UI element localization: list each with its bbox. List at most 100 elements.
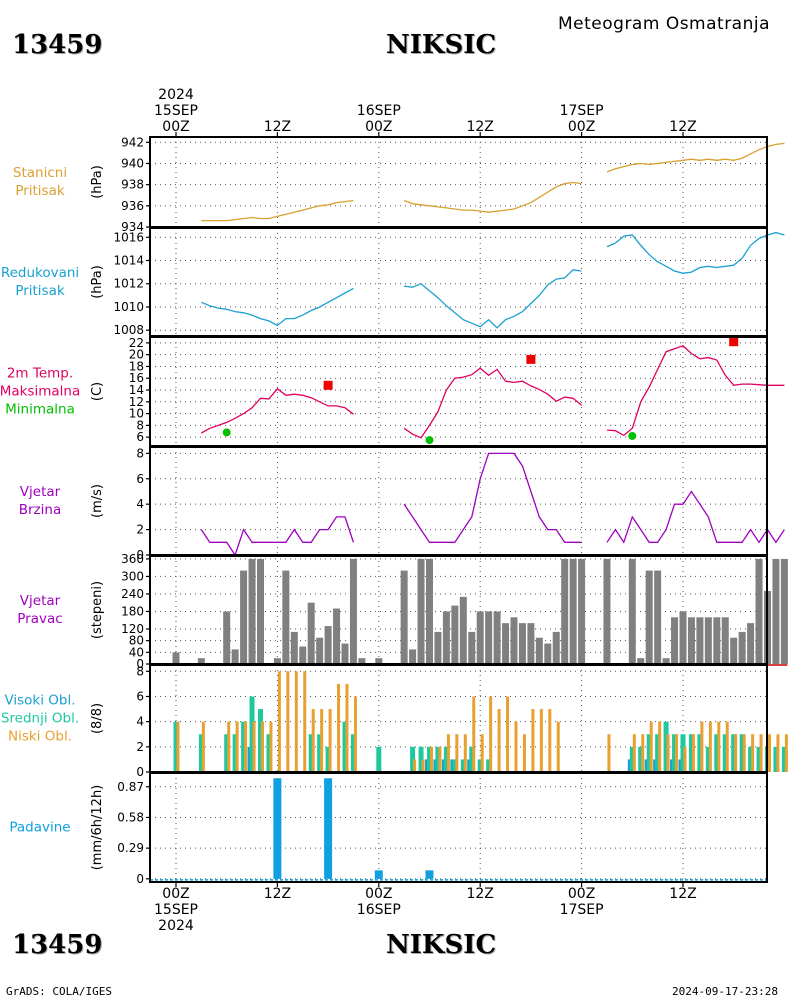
mid-cloud-bar [680,734,686,772]
x-tick-label-top: 12Z [466,119,493,135]
low-cloud-bar [294,671,298,772]
mid-cloud-bar [731,734,737,772]
y-tick-label: 14 [129,383,144,397]
mid-cloud-bar [469,746,475,772]
low-cloud-bar [489,696,493,772]
direction-bar [417,558,425,664]
credit-text: GrADS: COLA/IGES [6,985,112,998]
max-temp-marker [526,354,536,364]
y-tick-label: 936 [121,199,144,213]
low-cloud-bar [632,734,636,772]
y-tick-label: 0.87 [117,780,144,794]
y-tick-label: 1010 [113,300,144,314]
low-cloud-bar [303,671,307,772]
low-cloud-bar [227,721,231,772]
low-cloud-bar [244,721,248,772]
y-tick-label: 12 [129,395,144,409]
direction-bar [451,605,459,664]
direction-bar [349,558,357,664]
low-cloud-bar [328,709,332,772]
mid-cloud-bar [629,746,635,772]
direction-bar [713,617,721,664]
mid-cloud-bar [663,721,669,772]
max-temp-marker [729,337,739,347]
x-tick-label-top: 17SEP [560,103,604,119]
low-cloud-bar [666,734,670,772]
direction-bar [341,643,349,664]
direction-bar [468,631,476,664]
mid-cloud-bar [266,734,272,772]
y-axis-label: (hPa) [90,265,105,299]
direction-bar [324,626,332,664]
direction-bar [645,570,653,664]
y-tick-label: 0.58 [117,810,144,824]
low-cloud-bar [691,734,695,772]
low-cloud-bar [463,734,467,772]
station-name-bottom: NIKSIC [386,930,497,960]
panel-frame [149,136,768,228]
y-tick-label: 180 [121,604,144,618]
y-tick-label: 6 [136,430,144,444]
direction-bar [223,611,231,664]
y-tick-label: 18 [129,359,144,373]
y-tick-label: 942 [121,135,144,149]
direction-bar [696,617,704,664]
x-tick-label-top: 00Z [162,119,189,135]
mid-cloud-bar [418,746,424,772]
x-tick-label-bottom: 15SEP [154,902,198,918]
low-cloud-bar [607,734,611,772]
direction-bar [459,596,467,664]
y-tick-label: 10 [129,407,144,421]
panel-label: Minimalna [5,402,75,418]
direction-bar [476,611,484,664]
panel-label: Srednji Obl. [1,711,79,727]
direction-bar [544,643,552,664]
low-cloud-bar [708,721,712,772]
direction-bar [654,570,662,664]
mid-cloud-bar [705,746,711,772]
y-axis-label: (hPa) [90,165,105,199]
direction-bar [603,558,611,664]
mid-cloud-bar [714,734,720,772]
low-cloud-bar [531,709,535,772]
series-line [606,490,785,544]
panel-label: Stanicni [13,165,67,181]
y-tick-label: 240 [121,587,144,601]
direction-bar [755,558,763,664]
y-tick-label: 938 [121,178,144,192]
y-tick-label: 360 [121,552,144,566]
mid-cloud-bar [773,746,779,772]
x-tick-label-top: 12Z [264,119,291,135]
direction-bar [358,658,366,664]
precip-bar [425,870,434,879]
x-tick-label-top: 00Z [568,119,595,135]
direction-bar [434,631,442,664]
y-tick-label: 0 [136,765,144,779]
direction-bar [426,558,433,664]
low-cloud-bar [353,696,357,772]
direction-bar [679,611,687,664]
mid-cloud-bar [781,746,787,772]
direction-bar [747,623,755,664]
y-tick-label: 8 [136,446,144,460]
y-tick-label: 300 [121,569,144,583]
y-tick-label: 8 [136,664,144,678]
low-cloud-bar [734,734,738,772]
y-tick-label: 0 [136,657,144,671]
product-title: Meteogram Osmatranja [558,14,771,34]
low-cloud-bar [413,759,417,772]
direction-bar [510,617,518,664]
mid-cloud-bar [241,721,247,772]
low-cloud-bar [337,683,341,772]
low-cloud-bar [751,734,755,772]
mid-cloud-bar [325,746,331,772]
low-cloud-bar [421,759,425,772]
panel-label: Redukovani [1,265,79,281]
y-tick-label: 40 [129,645,144,659]
mid-cloud-bar [646,734,652,772]
series-line [403,452,582,543]
direction-bar [687,617,695,664]
direction-bar [248,558,256,664]
series-line [200,516,355,557]
